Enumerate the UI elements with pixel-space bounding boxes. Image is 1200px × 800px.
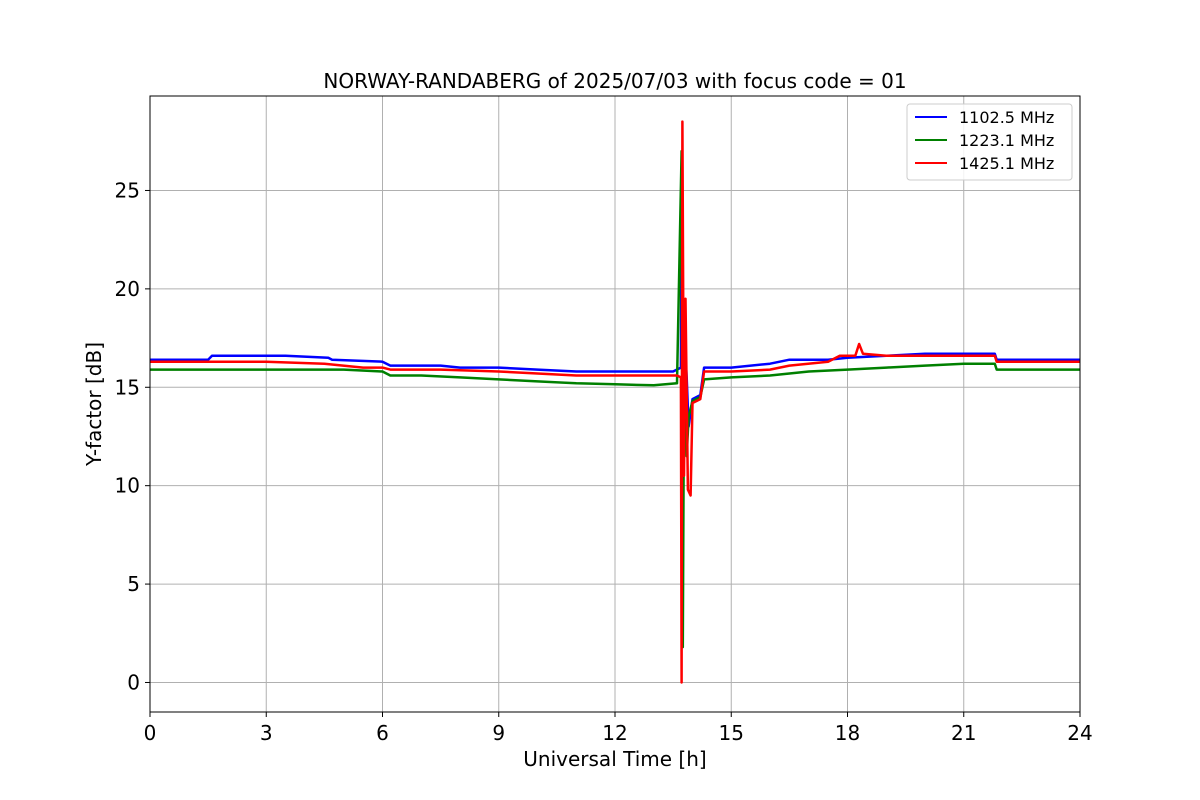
x-tick-label: 15 — [719, 721, 744, 745]
legend-label-2: 1223.1 MHz — [959, 131, 1054, 150]
y-tick-label: 10 — [115, 474, 140, 498]
legend-box — [906, 103, 1073, 181]
legend-label-1: 1102.5 MHz — [959, 108, 1054, 127]
x-tick-label: 12 — [602, 721, 627, 745]
x-tick-label: 24 — [1067, 721, 1092, 745]
plot-series — [150, 120, 1080, 684]
chart-title: NORWAY-RANDABERG of 2025/07/03 with focu… — [323, 69, 906, 93]
x-axis-label: Universal Time [h] — [523, 747, 706, 771]
legend: 1102.5 MHz 1223.1 MHz 1425.1 MHz — [906, 103, 1073, 181]
y-tick-label: 5 — [127, 572, 140, 596]
y-tick-label: 25 — [115, 178, 140, 202]
x-tick-label: 21 — [951, 721, 976, 745]
x-tick-label: 3 — [260, 721, 273, 745]
series-line-3 — [150, 120, 1080, 684]
y-tick-label: 15 — [115, 375, 140, 399]
y-tick-label: 0 — [127, 670, 140, 694]
y-tick-label: 20 — [115, 277, 140, 301]
x-tick-label: 18 — [835, 721, 860, 745]
y-axis-label: Y-factor [dB] — [82, 342, 106, 467]
x-tick-label: 0 — [144, 721, 157, 745]
legend-label-3: 1425.1 MHz — [959, 154, 1054, 173]
axis-ticks: 0 3 6 9 12 15 18 21 24 0 5 10 15 20 25 — [115, 178, 1093, 745]
x-tick-label: 6 — [376, 721, 389, 745]
series-line-2 — [150, 149, 1080, 649]
x-tick-label: 9 — [492, 721, 505, 745]
